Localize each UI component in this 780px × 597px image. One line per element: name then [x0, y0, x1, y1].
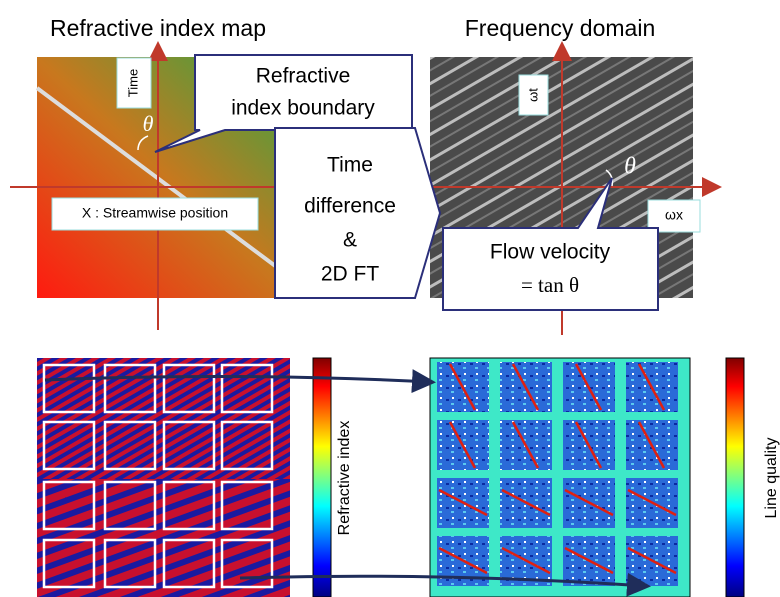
callout-text: Flow velocity [490, 241, 611, 264]
callout-text: difference [304, 195, 396, 218]
figure: Refractive index map Frequency domain Ti… [0, 0, 780, 597]
colorbar [726, 358, 744, 597]
callout-text: Time [327, 154, 373, 177]
angle-left: θ [143, 111, 154, 136]
wt-label: ωt [525, 88, 540, 102]
time-label: Time [125, 69, 140, 97]
callout-text: = tan θ [521, 273, 579, 297]
callout-text: Refractive [256, 65, 351, 88]
callout-text: 2D FT [321, 263, 380, 286]
wx-label: ωx [665, 207, 683, 223]
colorbar [313, 358, 331, 597]
callout-text: & [343, 229, 357, 252]
angle-right: θ [624, 154, 636, 180]
title-left: Refractive index map [50, 15, 266, 41]
x-label: X : Streamwise position [82, 205, 228, 221]
callout-text: index boundary [231, 97, 375, 120]
colorbar-label: Refractive index [336, 421, 353, 536]
colorbar-label: Line quality [763, 438, 780, 519]
title-right: Frequency domain [465, 15, 656, 41]
